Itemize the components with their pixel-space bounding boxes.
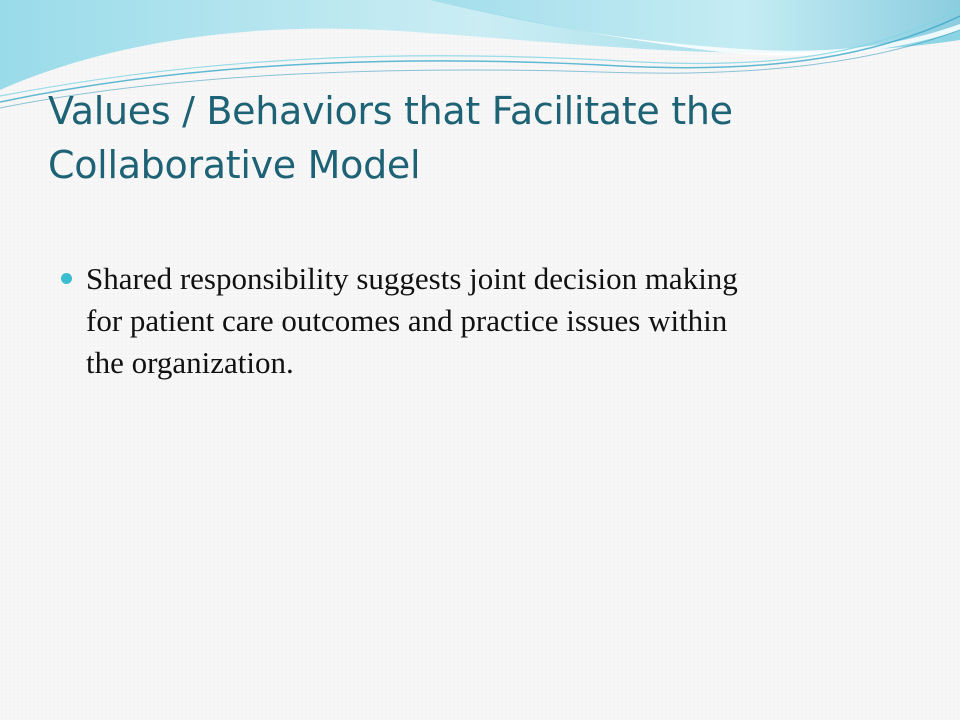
bullet-text: Shared responsibility suggests joint dec… bbox=[86, 258, 898, 384]
bullet-item: Shared responsibility suggests joint dec… bbox=[58, 258, 898, 384]
bullet-text-line-2: for patient care outcomes and practice i… bbox=[86, 303, 728, 338]
bullet-text-line-1: Shared responsibility suggests joint dec… bbox=[86, 261, 738, 296]
slide-title-line-1: Values / Behaviors that Facilitate the bbox=[48, 89, 733, 133]
bullet-text-line-3: the organization. bbox=[86, 345, 294, 380]
slide-title-line-2: Collaborative Model bbox=[48, 143, 421, 187]
wave-line-2 bbox=[0, 7, 960, 97]
wave-line-3 bbox=[0, 29, 960, 109]
bullet-icon bbox=[61, 273, 72, 284]
wave-band-accent bbox=[430, 0, 960, 51]
slide-content: Shared responsibility suggests joint dec… bbox=[58, 258, 898, 384]
header-wave-decoration bbox=[0, 0, 960, 109]
wave-line-1 bbox=[0, 15, 960, 103]
slide-title: Values / Behaviors that Facilitate the C… bbox=[48, 84, 908, 192]
